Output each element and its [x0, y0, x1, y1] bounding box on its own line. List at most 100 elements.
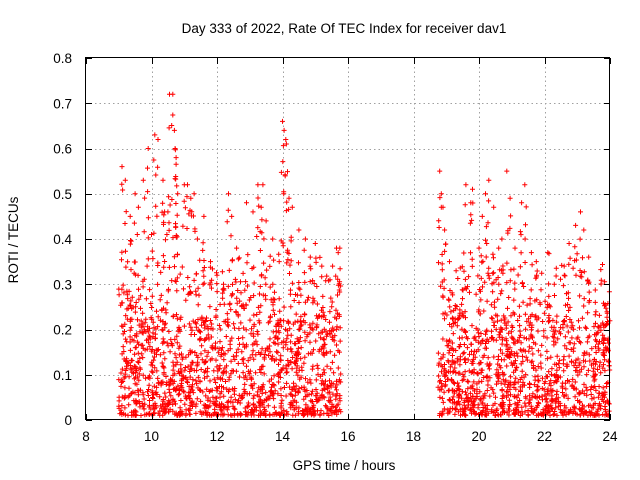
data-point [254, 342, 260, 348]
data-point [148, 301, 154, 306]
data-point [338, 283, 344, 289]
data-point [212, 402, 218, 408]
data-point [321, 367, 327, 373]
data-point [207, 378, 213, 384]
data-point [512, 280, 518, 286]
data-point [189, 349, 195, 355]
data-point [119, 286, 125, 292]
data-point [245, 404, 251, 409]
data-point [302, 387, 308, 393]
data-point [436, 260, 441, 266]
data-point [330, 391, 336, 397]
data-point [287, 326, 293, 332]
data-point [248, 410, 254, 416]
data-point [127, 334, 133, 340]
y-tick-label: 0.1 [53, 368, 72, 383]
data-point [506, 397, 512, 403]
data-point [146, 340, 152, 346]
data-point [439, 261, 445, 267]
data-point [576, 318, 581, 324]
data-point [595, 329, 601, 335]
data-point [331, 338, 337, 344]
data-point [491, 354, 497, 360]
data-point [298, 319, 304, 325]
data-point [333, 405, 339, 411]
data-point [247, 355, 253, 361]
data-point [497, 334, 503, 340]
data-point [506, 351, 512, 357]
data-point [225, 207, 231, 213]
data-point [209, 277, 215, 283]
data-point [577, 390, 583, 396]
data-point [298, 292, 304, 298]
data-point [287, 262, 293, 268]
data-point [119, 164, 125, 170]
data-point [467, 220, 473, 226]
data-point [227, 341, 233, 347]
data-point [225, 322, 230, 328]
data-point [244, 376, 250, 382]
data-point [261, 236, 267, 242]
data-point [197, 257, 203, 263]
data-point [255, 304, 261, 310]
data-point [209, 356, 215, 362]
data-point [481, 375, 487, 380]
data-point [319, 314, 325, 320]
data-point [577, 407, 583, 413]
data-point [535, 364, 541, 369]
data-point [539, 386, 545, 391]
data-point [457, 362, 463, 368]
data-point [236, 255, 242, 261]
data-point [490, 289, 496, 295]
data-point [539, 270, 545, 276]
data-point [195, 354, 201, 360]
data-point [136, 399, 142, 404]
data-point [528, 250, 534, 256]
data-point [463, 328, 469, 334]
data-point [577, 369, 583, 375]
data-point [284, 369, 290, 375]
data-point [335, 292, 340, 298]
data-point [440, 293, 446, 299]
data-point [571, 341, 577, 347]
data-point [157, 297, 163, 303]
data-point [182, 401, 188, 407]
data-point [174, 312, 179, 318]
data-point [319, 346, 325, 352]
data-point [444, 338, 450, 344]
data-point [309, 399, 315, 405]
data-point [128, 303, 133, 309]
data-point [492, 299, 497, 305]
data-point [448, 377, 454, 383]
data-point [239, 304, 245, 310]
data-point [177, 343, 183, 349]
data-point [250, 348, 256, 354]
data-point [231, 321, 237, 327]
data-point [122, 329, 127, 334]
data-point [442, 248, 448, 254]
data-point [135, 204, 141, 210]
data-point [318, 335, 324, 341]
data-point [327, 378, 332, 384]
data-point [523, 395, 529, 401]
data-point [305, 379, 311, 385]
data-point [199, 322, 205, 328]
data-point [477, 287, 483, 292]
data-point [183, 393, 189, 399]
data-point [131, 409, 136, 415]
data-point [552, 331, 557, 337]
data-point [528, 332, 534, 338]
data-point [449, 361, 455, 367]
data-point [591, 395, 597, 401]
data-point [263, 296, 269, 302]
data-point [450, 394, 456, 400]
data-point [224, 311, 230, 317]
data-point [529, 262, 535, 268]
data-point [503, 343, 509, 349]
data-point [530, 351, 536, 357]
data-point [466, 274, 472, 280]
data-point [201, 258, 207, 263]
data-point [335, 365, 341, 371]
data-point [149, 293, 155, 299]
data-point [602, 303, 607, 309]
